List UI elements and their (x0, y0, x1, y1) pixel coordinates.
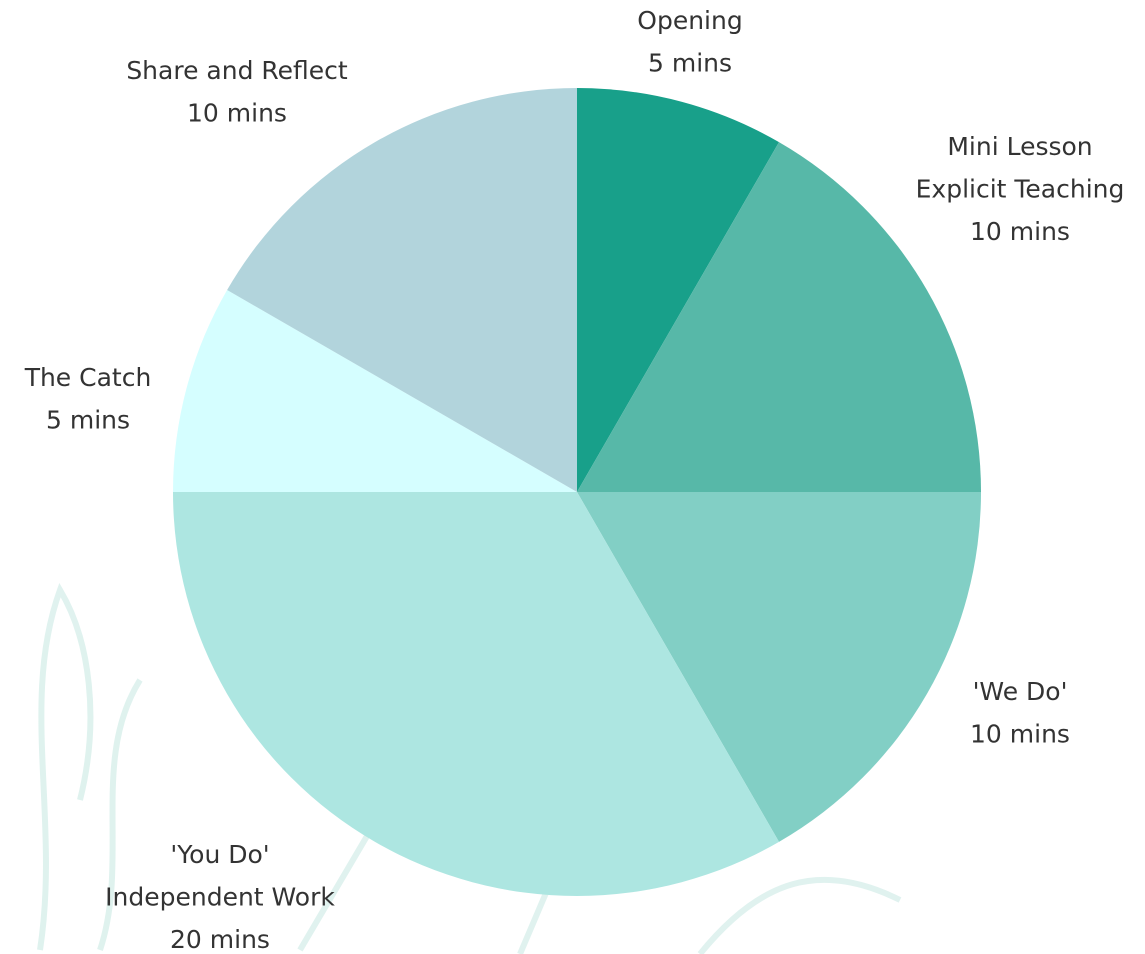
slice-label: Explicit Teaching (916, 175, 1125, 204)
value-label: 20 mins (170, 925, 270, 954)
slice-label: Mini Lesson (947, 132, 1092, 161)
slice-label: 'You Do' (170, 840, 269, 869)
value-label: 10 mins (970, 720, 1070, 749)
value-label: 10 mins (187, 99, 287, 128)
slice-label: Share and Reflect (126, 56, 348, 85)
slice-label: 'We Do' (973, 677, 1068, 706)
value-label: 5 mins (46, 406, 130, 435)
slice-label: The Catch (24, 363, 152, 392)
chart: Opening 5 mins Mini Lesson Explicit Teachin… (0, 0, 1145, 954)
slice-label: Opening (637, 6, 742, 35)
slice-label: Independent Work (105, 883, 335, 912)
value-label: 5 mins (648, 49, 732, 78)
value-label: 10 mins (970, 217, 1070, 246)
